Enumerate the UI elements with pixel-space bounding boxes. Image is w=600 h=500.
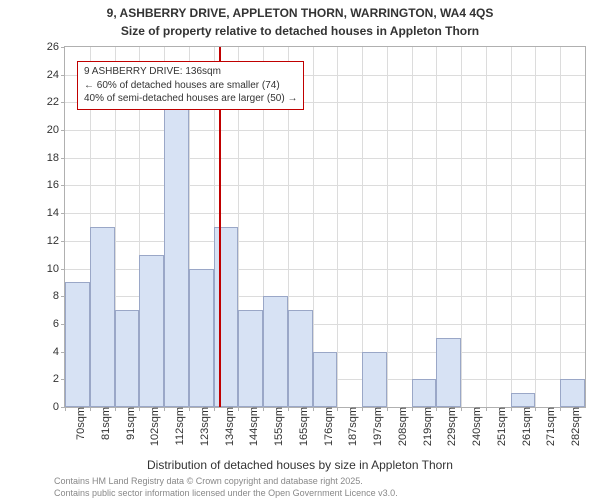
histogram-bar <box>139 255 164 407</box>
y-tick-label: 8 <box>53 290 65 302</box>
x-axis-label: Distribution of detached houses by size … <box>0 458 600 472</box>
x-tick-mark <box>139 407 140 411</box>
x-tick-label: 70sqm <box>69 407 87 440</box>
histogram-bar <box>511 393 536 407</box>
histogram-bar <box>263 296 288 407</box>
x-tick-mark <box>535 407 536 411</box>
histogram-bar <box>214 227 239 407</box>
grid-line-v <box>486 47 487 407</box>
x-tick-mark <box>238 407 239 411</box>
annotation-line: 9 ASHBERRY DRIVE: 136sqm <box>84 65 297 79</box>
x-tick-mark <box>461 407 462 411</box>
x-tick-mark <box>436 407 437 411</box>
x-tick-mark <box>189 407 190 411</box>
grid-line-h <box>65 185 585 186</box>
histogram-bar <box>288 310 313 407</box>
x-tick-label: 91sqm <box>119 407 137 440</box>
grid-line-h <box>65 213 585 214</box>
grid-line-v <box>387 47 388 407</box>
figure: 9, ASHBERRY DRIVE, APPLETON THORN, WARRI… <box>0 0 600 500</box>
x-tick-label: 112sqm <box>168 407 186 445</box>
grid-line-v <box>412 47 413 407</box>
y-tick-label: 12 <box>47 235 65 247</box>
annotation-line: 40% of semi-detached houses are larger (… <box>84 92 297 106</box>
histogram-bar <box>560 379 585 407</box>
y-tick-label: 0 <box>53 401 65 413</box>
x-tick-mark <box>313 407 314 411</box>
histogram-bar <box>238 310 263 407</box>
grid-line-h <box>65 158 585 159</box>
annotation-line: ← 60% of detached houses are smaller (74… <box>84 79 297 93</box>
grid-line-v <box>461 47 462 407</box>
x-tick-mark <box>337 407 338 411</box>
histogram-bar <box>189 269 214 407</box>
y-tick-label: 4 <box>53 346 65 358</box>
x-tick-label: 134sqm <box>218 407 236 446</box>
y-tick-label: 18 <box>47 152 65 164</box>
x-tick-label: 155sqm <box>267 407 285 446</box>
x-tick-mark <box>412 407 413 411</box>
y-tick-label: 6 <box>53 318 65 330</box>
histogram-bar <box>90 227 115 407</box>
y-tick-label: 26 <box>47 41 65 53</box>
x-tick-mark <box>115 407 116 411</box>
x-tick-mark <box>511 407 512 411</box>
grid-line-v <box>511 47 512 407</box>
grid-line-h <box>65 130 585 131</box>
x-tick-mark <box>486 407 487 411</box>
x-tick-mark <box>362 407 363 411</box>
histogram-bar <box>436 338 461 407</box>
x-tick-label: 240sqm <box>465 407 483 446</box>
footer-line1: Contains HM Land Registry data © Crown c… <box>54 476 363 486</box>
plot-area: 0246810121416182022242670sqm81sqm91sqm10… <box>64 46 586 408</box>
histogram-bar <box>313 352 338 407</box>
x-tick-label: 208sqm <box>391 407 409 446</box>
x-tick-mark <box>65 407 66 411</box>
grid-line-h <box>65 241 585 242</box>
grid-line-v <box>535 47 536 407</box>
x-tick-label: 229sqm <box>440 407 458 446</box>
x-tick-label: 282sqm <box>564 407 582 446</box>
histogram-bar <box>164 102 189 407</box>
x-tick-label: 144sqm <box>242 407 260 446</box>
x-tick-mark <box>214 407 215 411</box>
x-tick-mark <box>90 407 91 411</box>
y-tick-label: 24 <box>47 69 65 81</box>
x-tick-label: 271sqm <box>539 407 557 446</box>
histogram-bar <box>412 379 437 407</box>
x-tick-label: 102sqm <box>143 407 161 446</box>
x-tick-label: 197sqm <box>366 407 384 446</box>
annotation-box: 9 ASHBERRY DRIVE: 136sqm← 60% of detache… <box>77 61 304 110</box>
title-line1: 9, ASHBERRY DRIVE, APPLETON THORN, WARRI… <box>0 6 600 20</box>
x-tick-label: 176sqm <box>317 407 335 446</box>
x-tick-label: 251sqm <box>490 407 508 446</box>
x-tick-mark <box>387 407 388 411</box>
x-tick-label: 123sqm <box>193 407 211 446</box>
x-tick-mark <box>288 407 289 411</box>
x-tick-label: 187sqm <box>341 407 359 446</box>
x-tick-label: 165sqm <box>292 407 310 446</box>
x-tick-mark <box>164 407 165 411</box>
y-tick-label: 10 <box>47 263 65 275</box>
x-tick-mark <box>263 407 264 411</box>
histogram-bar <box>65 282 90 407</box>
grid-line-v <box>560 47 561 407</box>
x-tick-label: 219sqm <box>416 407 434 446</box>
x-tick-label: 261sqm <box>515 407 533 446</box>
y-tick-label: 16 <box>47 179 65 191</box>
y-tick-label: 2 <box>53 373 65 385</box>
y-tick-label: 14 <box>47 207 65 219</box>
histogram-bar <box>115 310 140 407</box>
footer-line2: Contains public sector information licen… <box>54 488 398 498</box>
grid-line-v <box>337 47 338 407</box>
x-tick-label: 81sqm <box>94 407 112 440</box>
y-tick-label: 22 <box>47 96 65 108</box>
x-tick-mark <box>560 407 561 411</box>
y-tick-label: 20 <box>47 124 65 136</box>
title-line2: Size of property relative to detached ho… <box>0 24 600 38</box>
histogram-bar <box>362 352 387 407</box>
